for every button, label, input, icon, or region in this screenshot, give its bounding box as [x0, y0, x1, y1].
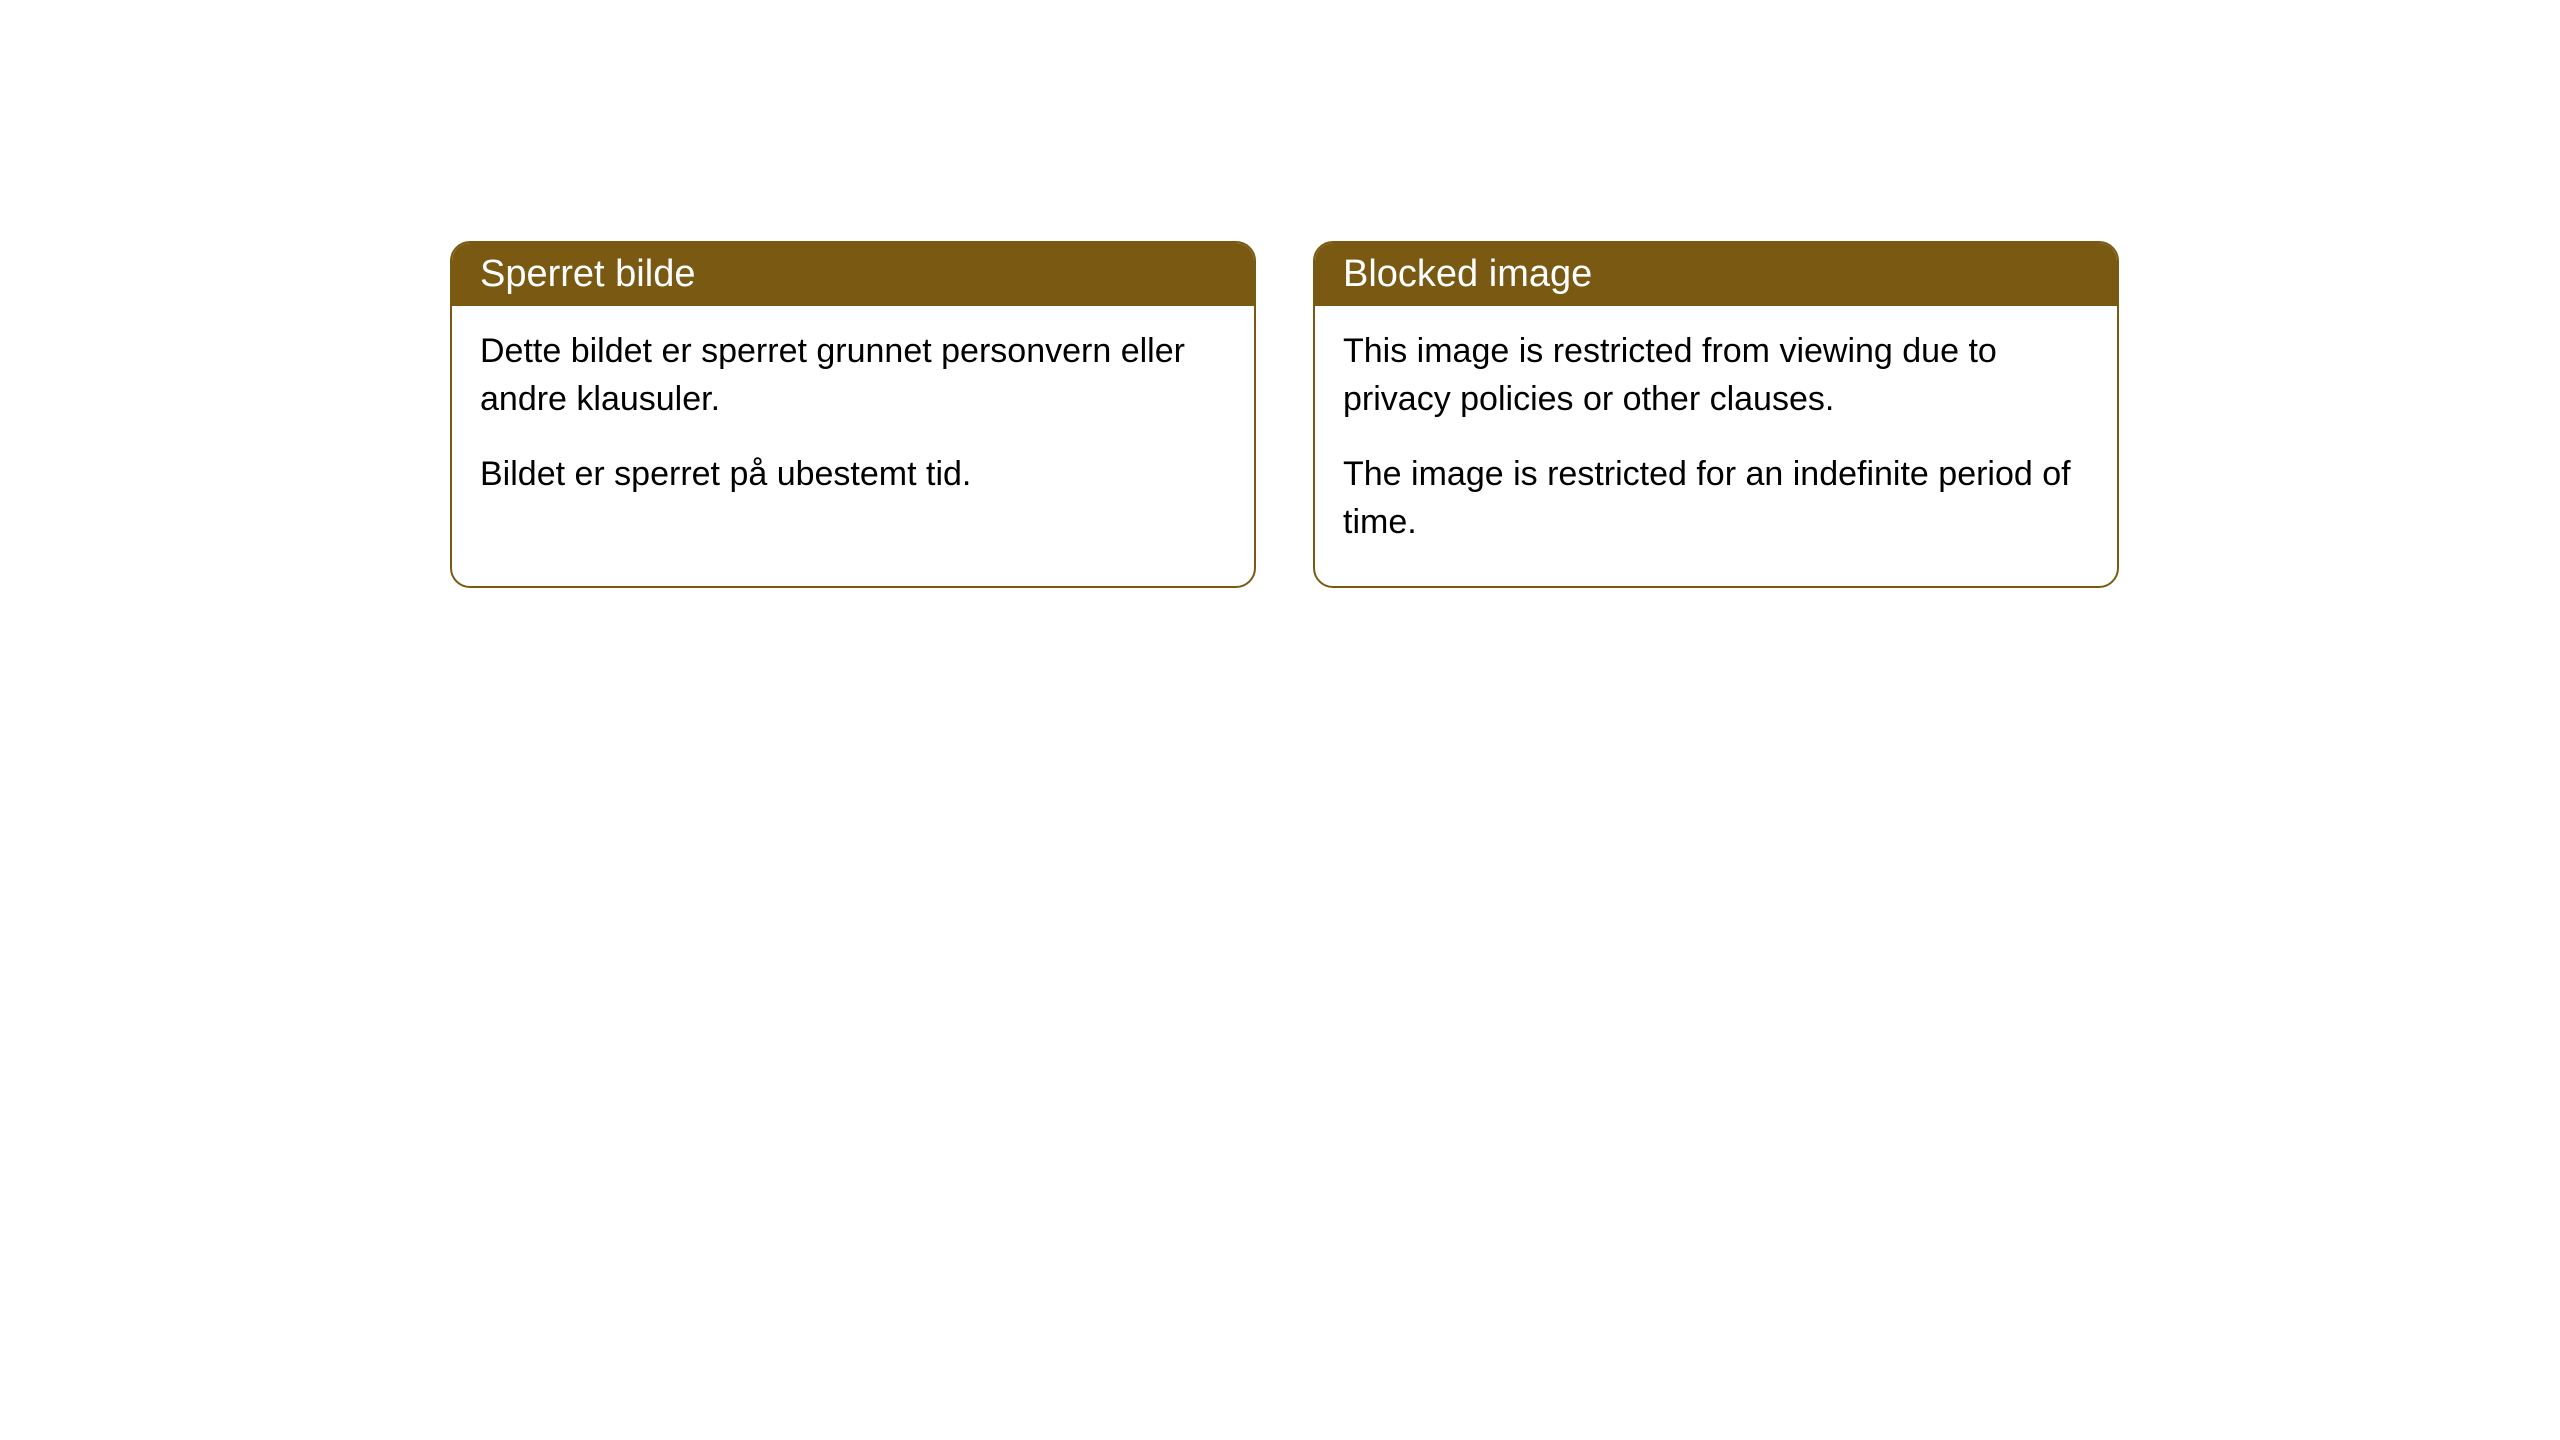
card-header-no: Sperret bilde	[452, 243, 1254, 306]
blocked-image-card-no: Sperret bilde Dette bildet er sperret gr…	[450, 241, 1256, 588]
card-body-en: This image is restricted from viewing du…	[1315, 306, 2117, 586]
card-title-no: Sperret bilde	[480, 253, 695, 295]
card-paragraph-en-1: This image is restricted from viewing du…	[1343, 328, 2089, 423]
blocked-image-card-en: Blocked image This image is restricted f…	[1313, 241, 2119, 588]
card-header-en: Blocked image	[1315, 243, 2117, 306]
card-body-no: Dette bildet er sperret grunnet personve…	[452, 306, 1254, 539]
cards-container: Sperret bilde Dette bildet er sperret gr…	[0, 0, 2560, 588]
card-paragraph-no-1: Dette bildet er sperret grunnet personve…	[480, 328, 1226, 423]
card-paragraph-en-2: The image is restricted for an indefinit…	[1343, 451, 2089, 546]
card-title-en: Blocked image	[1343, 253, 1592, 295]
card-paragraph-no-2: Bildet er sperret på ubestemt tid.	[480, 451, 1226, 499]
